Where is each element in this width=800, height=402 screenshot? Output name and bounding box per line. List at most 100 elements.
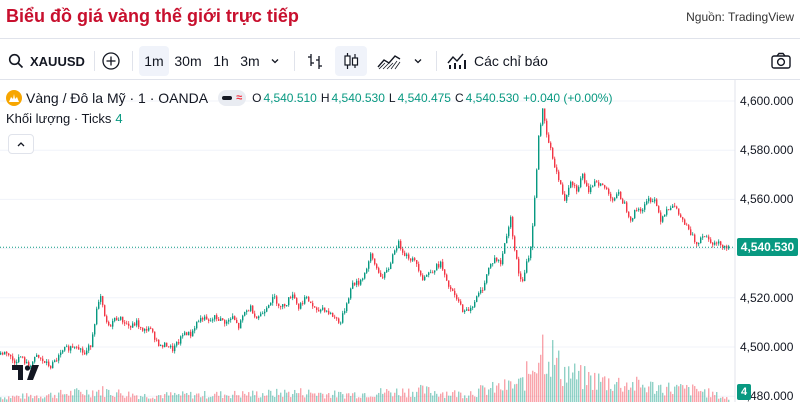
- candle-body: [662, 216, 664, 222]
- volume-bar: [54, 394, 56, 402]
- candle-body: [284, 304, 286, 307]
- interval-30m-button[interactable]: 30m: [174, 53, 202, 69]
- volume-bar: [634, 390, 636, 402]
- tradingview-logo-icon[interactable]: [10, 360, 42, 384]
- volume-bar: [4, 397, 6, 402]
- candle-body: [200, 317, 202, 322]
- current-volume-tag: 4: [737, 384, 751, 400]
- candle-body: [132, 323, 134, 328]
- candle-body: [420, 270, 422, 276]
- interval-1h-button[interactable]: 1h: [213, 53, 229, 69]
- candle-body: [450, 286, 452, 290]
- symbol-search-button[interactable]: XAUUSD: [4, 46, 92, 76]
- volume-bar: [532, 370, 534, 402]
- volume-bar: [252, 390, 254, 402]
- volume-bar: [484, 387, 486, 402]
- volume-bar: [454, 390, 456, 402]
- candle-body: [108, 321, 110, 326]
- candle-body: [86, 350, 88, 355]
- candle-body: [472, 306, 474, 308]
- volume-bar: [176, 394, 178, 402]
- candle-body: [550, 142, 552, 148]
- volume-legend[interactable]: Khối lượng · Ticks 4: [6, 111, 123, 126]
- interval-1m-button[interactable]: 1m: [139, 46, 169, 76]
- volume-bar: [260, 397, 262, 402]
- volume-bar: [72, 395, 74, 402]
- candle-body: [220, 318, 222, 321]
- interval-3m-button[interactable]: 3m: [240, 53, 260, 69]
- candle-body: [650, 198, 652, 202]
- volume-bar: [696, 388, 698, 402]
- add-symbol-icon: [102, 52, 120, 70]
- header-bar: Biểu đồ giá vàng thế giới trực tiếp Nguồ…: [0, 0, 800, 36]
- volume-bar: [396, 388, 398, 402]
- candle-body: [300, 303, 302, 309]
- volume-bar: [672, 394, 674, 402]
- candle-body: [504, 243, 506, 254]
- volume-bar: [580, 365, 582, 402]
- candle-body: [272, 297, 274, 303]
- volume-bar: [278, 394, 280, 402]
- volume-bar: [310, 392, 312, 402]
- volume-bar: [514, 384, 516, 402]
- volume-bar: [574, 363, 576, 402]
- volume-bar: [486, 394, 488, 402]
- candle-body: [226, 321, 228, 324]
- volume-bar: [492, 381, 494, 402]
- candle-body: [206, 316, 208, 320]
- series-legend[interactable]: Vàng / Đô la Mỹ · 1 · OANDA ≈ O 4,540.510…: [6, 88, 614, 108]
- candle-body: [534, 197, 536, 226]
- candle-body: [374, 258, 376, 265]
- candle-body: [196, 321, 198, 329]
- volume-bar: [362, 393, 364, 402]
- candle-body: [476, 296, 478, 302]
- volume-bar: [140, 395, 142, 402]
- chart-type-dropdown-button[interactable]: [408, 46, 428, 76]
- volume-bar: [156, 395, 158, 402]
- candle-body: [230, 318, 232, 320]
- volume-bar: [450, 395, 452, 402]
- volume-bar: [284, 389, 286, 402]
- candle-body: [528, 258, 530, 262]
- volume-bar: [472, 394, 474, 402]
- bar-chart-type-button[interactable]: [300, 46, 330, 76]
- volume-bar: [400, 396, 402, 402]
- candle-body: [596, 181, 598, 183]
- compare-symbol-button[interactable]: [98, 46, 124, 76]
- candle-body: [22, 356, 24, 358]
- candle-body: [572, 181, 574, 186]
- candle-body: [0, 352, 2, 355]
- candle-body: [594, 181, 596, 187]
- candle-body: [310, 301, 312, 304]
- market-status-pill[interactable]: ≈: [218, 90, 247, 106]
- area-chart-type-button[interactable]: [372, 46, 406, 76]
- volume-bar: [410, 396, 412, 402]
- candle-body: [362, 278, 364, 280]
- price-chart[interactable]: [0, 80, 800, 402]
- candle-body: [70, 346, 72, 351]
- collapse-legend-button[interactable]: [8, 134, 34, 154]
- volume-bar: [556, 357, 558, 402]
- volume-bar: [496, 385, 498, 402]
- candlestick-chart-type-button[interactable]: [335, 46, 367, 76]
- candle-body: [152, 328, 154, 332]
- indicators-button[interactable]: Các chỉ báo: [442, 46, 552, 76]
- snapshot-button[interactable]: [766, 46, 796, 76]
- candle-body: [376, 264, 378, 269]
- candle-body: [346, 303, 348, 312]
- volume-bar: [598, 373, 600, 402]
- candle-body: [576, 185, 578, 192]
- low-key: L: [388, 91, 396, 105]
- candle-body: [276, 296, 278, 304]
- candle-body: [80, 348, 82, 350]
- change-value: +0.040 (+0.00%): [523, 91, 613, 105]
- candle-body: [348, 298, 350, 304]
- candle-body: [338, 318, 340, 323]
- candle-body: [694, 234, 696, 243]
- interval-dropdown-button[interactable]: [264, 46, 286, 76]
- volume-bar: [560, 379, 562, 402]
- candle-body: [124, 322, 126, 324]
- volume-bar: [366, 397, 368, 402]
- volume-bar: [636, 376, 638, 402]
- candle-body: [26, 362, 28, 364]
